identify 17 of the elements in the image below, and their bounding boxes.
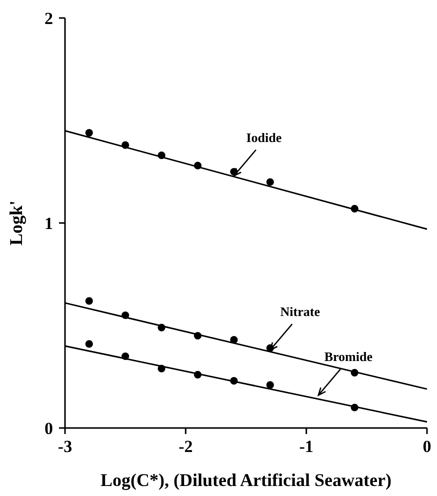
x-tick-label: -3 <box>58 437 72 456</box>
y-axis-title: Logk' <box>6 200 26 246</box>
y-tick-label: 2 <box>44 8 53 28</box>
y-tick-label: 0 <box>44 418 53 438</box>
x-tick-label: 0 <box>422 437 432 456</box>
annotation: Nitrate <box>280 304 320 320</box>
point <box>85 297 93 305</box>
annotation: Bromide <box>324 349 373 364</box>
x-axis-title: Log(C*), (Diluted Artificial Seawater) <box>100 470 392 490</box>
annotation: Iodide <box>246 130 282 145</box>
x-tick-label: -2 <box>178 437 193 456</box>
y-tick-label: 1 <box>44 214 53 233</box>
point <box>266 178 274 186</box>
point <box>266 381 274 389</box>
point <box>85 129 93 137</box>
point <box>85 340 93 348</box>
x-tick-label: -1 <box>299 437 314 456</box>
